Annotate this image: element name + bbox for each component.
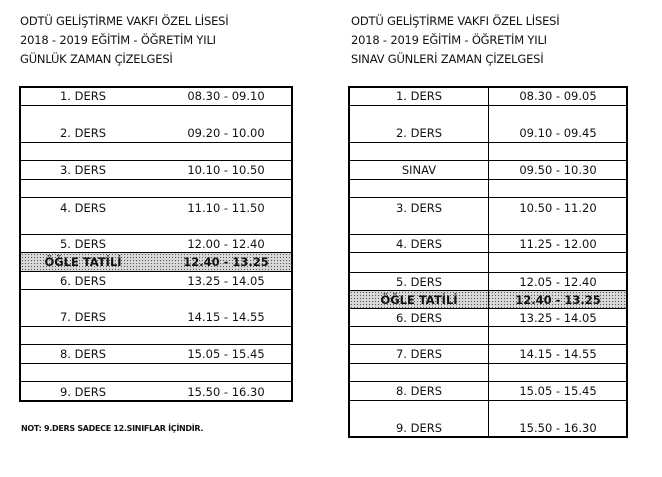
time-range: 11.10 - 11.50 [187,201,265,215]
spacer-row [21,142,291,160]
time-range: 15.50 - 16.30 [519,421,597,435]
left-header: ODTÜ GELİŞTİRME VAKFI ÖZEL LİSESİ 2018 -… [20,12,229,69]
school-name: ODTÜ GELİŞTİRME VAKFI ÖZEL LİSESİ [20,14,229,28]
academic-year: 2018 - 2019 EĞİTİM - ÖĞRETİM YILI [351,33,547,47]
schedule-row: 1. DERS 08.30 - 09.10 [21,87,291,105]
period-label: 3. DERS [59,163,107,177]
schedule-row: 9. DERS 15.50 - 16.30 [21,381,291,401]
period-label: SINAV [401,163,437,177]
period-label: 4. DERS [395,236,443,251]
time-range: 11.25 - 12.00 [519,236,597,251]
time-range: 08.30 - 09.10 [187,88,265,103]
spacer-row [21,363,291,381]
period-label: 4. DERS [59,201,107,215]
schedule-row: 6. DERS 13.25 - 14.05 [21,271,291,289]
period-label: 8. DERS [59,347,107,361]
schedule-row: 8. DERS 15.05 - 15.45 [21,344,291,363]
period-label: 6. DERS [59,273,107,288]
time-range: 15.05 - 15.45 [519,384,597,398]
schedule-row: 4. DERS 11.10 - 11.50 [21,197,291,234]
time-range: 14.15 - 14.55 [519,347,597,361]
period-label: ÖĞLE TATİLİ [380,292,458,307]
lunch-break-row: ÖĞLE TATİLİ 12.40 - 13.25 [21,252,291,271]
column-divider [488,88,489,436]
time-range: 09.10 - 09.45 [519,126,597,140]
period-label: 7. DERS [59,310,107,324]
period-label: 7. DERS [395,347,443,361]
period-label: 1. DERS [395,88,443,103]
period-label: 5. DERS [395,274,443,289]
period-label: 8. DERS [395,384,443,398]
time-range: 12.05 - 12.40 [519,274,597,289]
period-label: ÖĞLE TATİLİ [44,255,122,269]
period-label: 2. DERS [395,126,443,140]
time-range: 10.10 - 10.50 [187,163,265,177]
time-range: 12.00 - 12.40 [187,236,265,251]
schedule-title: GÜNLÜK ZAMAN ÇİZELGESİ [20,52,173,66]
time-range: 08.30 - 09.05 [519,88,597,103]
period-label: 6. DERS [395,310,443,325]
schedule-row: 5. DERS 12.00 - 12.40 [21,234,291,252]
time-range: 13.25 - 14.05 [519,310,597,325]
daily-schedule-table: 1. DERS 08.30 - 09.10 2. DERS 09.20 - 10.00… [19,86,293,402]
time-range: 10.50 - 11.20 [519,201,597,215]
academic-year: 2018 - 2019 EĞİTİM - ÖĞRETİM YILI [20,33,216,47]
period-label: 9. DERS [59,384,107,399]
time-range: 12.40 - 13.25 [183,255,269,269]
schedule-row: 2. DERS 09.20 - 10.00 [21,105,291,142]
spacer-row [21,179,291,197]
time-range: 15.05 - 15.45 [187,347,265,361]
period-label: 3. DERS [395,201,443,215]
period-label: 9. DERS [395,421,443,435]
period-label: 1. DERS [59,88,107,103]
time-range: 15.50 - 16.30 [187,384,265,399]
school-name: ODTÜ GELİŞTİRME VAKFI ÖZEL LİSESİ [351,14,560,28]
schedule-title: SINAV GÜNLERİ ZAMAN ÇİZELGESİ [351,52,544,66]
schedule-row: 1. DERS 08.30 - 09.05 [350,87,626,105]
schedule-row: 3. DERS 10.10 - 10.50 [21,160,291,179]
period-label: 2. DERS [59,126,107,140]
exam-day-schedule-table: 1. DERS 08.30 - 09.05 2. DERS 09.10 - 09.45… [348,86,628,438]
time-range: 09.20 - 10.00 [187,126,265,140]
time-range: 09.50 - 10.30 [519,163,597,177]
right-header: ODTÜ GELİŞTİRME VAKFI ÖZEL LİSESİ 2018 -… [351,12,560,69]
time-range: 12.40 - 13.25 [515,292,601,307]
period-label: 5. DERS [59,236,107,251]
footnote: NOT: 9.DERS SADECE 12.SINIFLAR İÇİNDİR. [21,424,204,433]
time-range: 13.25 - 14.05 [187,273,265,288]
spacer-row [21,326,291,344]
schedule-row: 7. DERS 14.15 - 14.55 [21,289,291,326]
time-range: 14.15 - 14.55 [187,310,265,324]
